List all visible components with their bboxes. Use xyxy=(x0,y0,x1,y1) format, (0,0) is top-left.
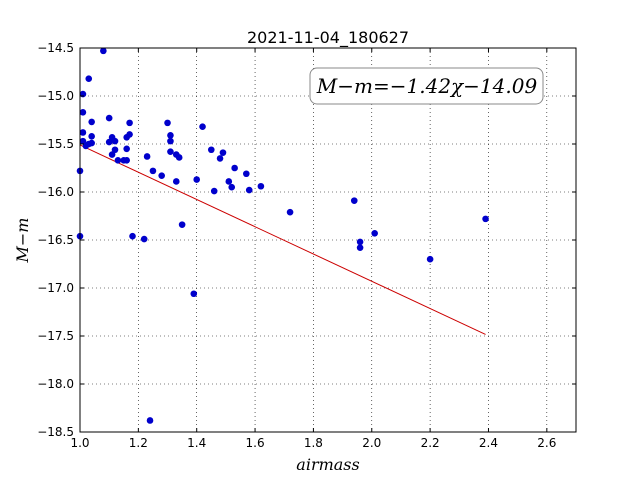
data-point xyxy=(108,151,116,158)
x-tick-label: 2.6 xyxy=(537,436,556,450)
x-tick-label: 2.4 xyxy=(479,436,498,450)
y-tick-label: −18.0 xyxy=(37,377,74,391)
data-point xyxy=(123,145,130,153)
annotation-text: M−m=−1.42χ−14.09 xyxy=(316,74,538,98)
data-point xyxy=(114,157,122,164)
data-point xyxy=(482,215,489,223)
data-point xyxy=(228,183,236,191)
data-point xyxy=(167,132,174,139)
data-point xyxy=(88,133,95,140)
data-point xyxy=(243,170,250,178)
data-point xyxy=(79,109,87,116)
data-point xyxy=(164,119,171,127)
data-point xyxy=(356,238,364,246)
data-point xyxy=(100,47,107,55)
data-point xyxy=(178,221,186,228)
y-tick-label: −14.5 xyxy=(37,41,74,55)
y-tick-label: −17.0 xyxy=(37,281,74,295)
x-tick-label: 1.8 xyxy=(304,436,323,450)
gridlines xyxy=(79,47,576,433)
y-tick-label: −16.0 xyxy=(37,185,74,199)
data-point xyxy=(105,138,113,146)
data-points xyxy=(76,47,489,424)
data-point xyxy=(105,114,113,122)
data-point xyxy=(88,139,95,147)
axis-ticks xyxy=(79,47,576,433)
x-tick-label: 1.4 xyxy=(187,436,206,450)
data-point xyxy=(158,172,165,179)
y-tick-label: −15.5 xyxy=(37,137,74,151)
data-point xyxy=(426,255,434,263)
data-point xyxy=(123,157,130,164)
data-point xyxy=(111,137,119,145)
fit-line-layer xyxy=(79,144,486,335)
x-tick-labels: 1.0 1.2 1.4 1.6 1.8 2.0 2.2 2.4 2.6 xyxy=(70,436,556,450)
chart-title: 2021-11-04_180627 xyxy=(247,28,409,48)
fit-line xyxy=(79,144,486,335)
data-point xyxy=(167,148,174,155)
data-point xyxy=(350,197,358,204)
data-point xyxy=(149,167,157,175)
fit-annotation: M−m=−1.42χ−14.09 xyxy=(309,67,544,105)
data-point xyxy=(245,186,253,194)
y-tick-label: −16.5 xyxy=(37,233,74,247)
data-point xyxy=(167,137,174,145)
data-point xyxy=(371,229,378,237)
data-point xyxy=(79,137,87,145)
data-point xyxy=(143,153,151,160)
y-tick-label: −18.5 xyxy=(37,425,74,439)
data-point xyxy=(175,154,183,161)
data-point xyxy=(210,187,218,195)
data-point xyxy=(85,75,93,83)
data-point xyxy=(140,235,148,243)
data-point xyxy=(199,123,206,131)
annotation-box xyxy=(309,67,544,105)
data-point xyxy=(193,176,201,183)
x-tick-label: 2.2 xyxy=(421,436,440,450)
x-axis-label: airmass xyxy=(296,455,359,474)
x-tick-label: 2.0 xyxy=(362,436,381,450)
data-point xyxy=(172,178,180,185)
data-point xyxy=(111,146,119,154)
data-point xyxy=(216,155,224,162)
y-tick-labels: −14.5 −15.0 −15.5 −16.0 −16.5 −17.0 −17.5 −18.0… xyxy=(37,41,74,439)
data-point xyxy=(146,417,154,424)
x-tick-label: 1.2 xyxy=(129,436,148,450)
data-point xyxy=(286,208,294,216)
y-axis-label: M−m xyxy=(13,218,32,264)
data-point xyxy=(190,290,198,298)
data-point xyxy=(79,129,87,136)
x-tick-label: 1.6 xyxy=(246,436,265,450)
data-point xyxy=(88,118,95,126)
y-tick-label: −17.5 xyxy=(37,329,74,343)
data-point xyxy=(257,182,265,190)
data-point xyxy=(126,119,133,127)
y-tick-label: −15.0 xyxy=(37,89,74,103)
data-point xyxy=(356,244,364,251)
data-point xyxy=(126,131,133,138)
data-point xyxy=(219,149,227,156)
data-point xyxy=(231,164,238,172)
data-point xyxy=(207,146,215,154)
data-point xyxy=(129,232,136,240)
data-point xyxy=(225,178,233,185)
x-tick-label: 1.0 xyxy=(70,436,89,450)
